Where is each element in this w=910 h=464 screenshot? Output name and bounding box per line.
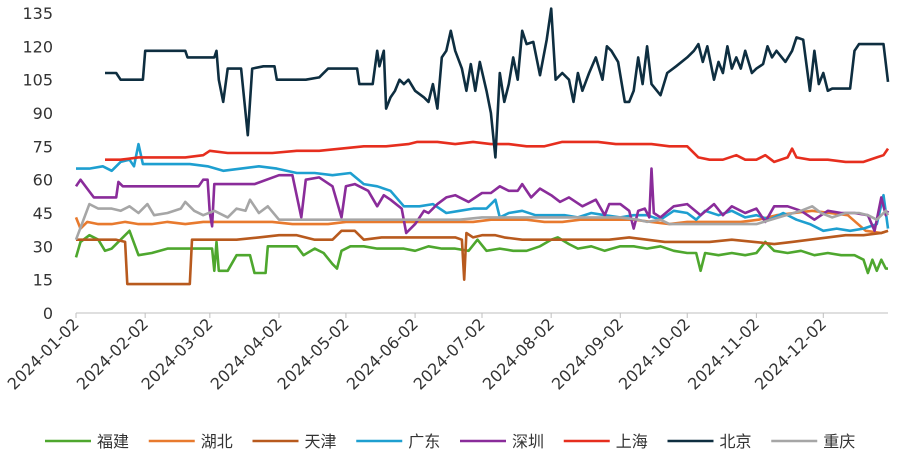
x-tick-labels: 2024-01-022024-02-022024-03-022024-04-02… bbox=[4, 313, 830, 394]
x-tick-label: 2024-01-02 bbox=[4, 314, 83, 393]
legend-label: 重庆 bbox=[823, 432, 855, 451]
y-tick-label: 90 bbox=[33, 104, 53, 123]
legend-label: 深圳 bbox=[512, 432, 544, 451]
y-tick-label: 15 bbox=[33, 271, 53, 290]
y-tick-label: 45 bbox=[33, 204, 53, 223]
y-tick-label: 0 bbox=[43, 304, 53, 323]
x-tick-label: 2024-05-02 bbox=[274, 314, 353, 393]
legend-label: 湖北 bbox=[201, 432, 233, 451]
x-tick-label: 2024-12-02 bbox=[751, 314, 830, 393]
y-tick-label: 135 bbox=[22, 4, 53, 23]
x-tick-label: 2024-08-02 bbox=[479, 314, 558, 393]
legend-label: 广东 bbox=[408, 432, 440, 451]
y-tick-label: 75 bbox=[33, 137, 53, 156]
x-tick-label: 2024-10-02 bbox=[615, 314, 694, 393]
legend-label: 福建 bbox=[97, 432, 129, 451]
series-line-5 bbox=[105, 140, 890, 164]
x-tick-label: 2024-07-02 bbox=[410, 314, 489, 393]
series-line-0 bbox=[74, 229, 888, 275]
legend: 福建 湖北 天津 广东 深圳 上海 北京 重庆 bbox=[45, 432, 855, 451]
y-tick-labels: 0 15 30 45 60 75 90 105 120 135 bbox=[22, 4, 53, 323]
series-line-4 bbox=[74, 167, 890, 235]
legend-label: 上海 bbox=[616, 432, 648, 451]
y-tick-label: 120 bbox=[22, 37, 53, 56]
series-line-6 bbox=[105, 7, 890, 159]
series-line-7 bbox=[74, 198, 890, 241]
series-line-1 bbox=[74, 209, 889, 235]
y-tick-label: 60 bbox=[33, 171, 53, 190]
y-tick-label: 30 bbox=[33, 237, 53, 256]
y-tick-label: 105 bbox=[22, 71, 53, 90]
series-line-2 bbox=[76, 229, 889, 286]
legend-label: 北京 bbox=[720, 432, 752, 451]
legend-label: 天津 bbox=[305, 432, 337, 451]
series-lines bbox=[74, 7, 890, 286]
